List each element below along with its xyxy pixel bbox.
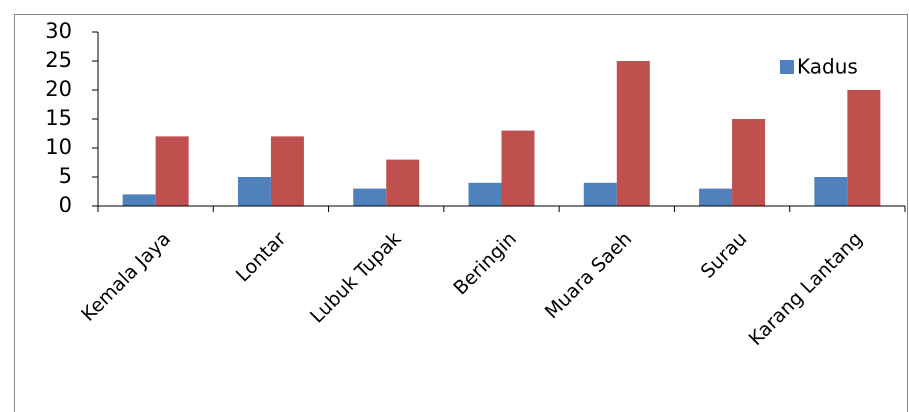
bar (270, 136, 304, 206)
bar (237, 177, 271, 206)
bar (732, 119, 766, 206)
bar (699, 188, 733, 206)
y-tick-label: 20 (45, 77, 72, 101)
bar (386, 159, 420, 206)
bar (353, 188, 387, 206)
y-tick-label: 25 (45, 48, 72, 72)
bar (583, 182, 617, 206)
legend-label: Kadus (797, 55, 858, 79)
bar (122, 194, 156, 206)
y-tick-label: 5 (59, 164, 72, 188)
bar (616, 61, 650, 206)
y-tick-label: 30 (45, 19, 72, 43)
bar (501, 130, 535, 206)
chart-border (14, 14, 908, 412)
bar (468, 182, 502, 206)
bar (814, 177, 848, 206)
y-tick-label: 15 (45, 106, 72, 130)
y-tick-label: 0 (59, 193, 72, 217)
legend-swatch (780, 60, 794, 74)
y-tick-label: 10 (45, 135, 72, 159)
bar (847, 90, 881, 206)
bar (155, 136, 189, 206)
